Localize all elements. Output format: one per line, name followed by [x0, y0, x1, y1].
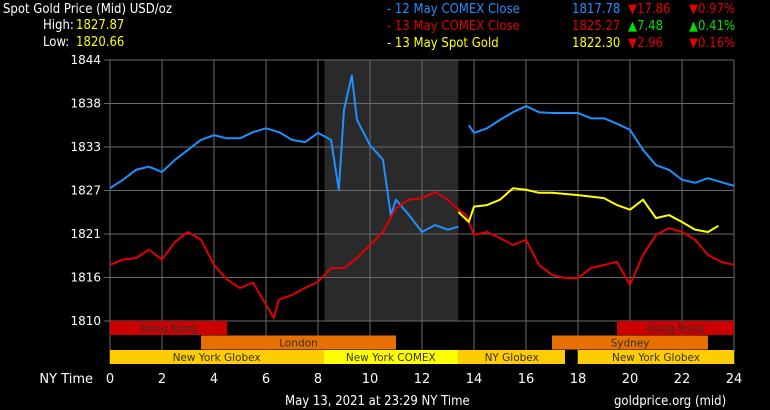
- session-label: Sydney: [611, 338, 650, 350]
- session-bar: [201, 335, 396, 350]
- legend-change: ▼2.96: [628, 36, 664, 51]
- y-tick-label: 1844: [70, 53, 101, 67]
- legend-price: 1825.27: [572, 19, 621, 34]
- session-label: Hong Kong: [647, 323, 704, 335]
- series-line: [457, 187, 719, 233]
- series-line: [109, 74, 459, 233]
- y-tick-label: 1827: [70, 184, 101, 198]
- session-label: New York Globex: [612, 352, 700, 364]
- x-tick-label: 22: [674, 372, 691, 387]
- session-bar: [552, 335, 708, 350]
- y-tick-label: 1838: [70, 97, 101, 111]
- legend-percent: ▼0.16%: [689, 36, 736, 51]
- x-tick-label: 16: [518, 372, 535, 387]
- session-bar: [458, 350, 565, 364]
- x-tick-label: 8: [314, 372, 322, 387]
- x-tick-label: 12: [414, 372, 431, 387]
- timestamp: May 13, 2021 at 23:29 NY Time: [285, 394, 470, 409]
- legend-price: 1817.78: [572, 2, 621, 17]
- session-label: NY Globex: [485, 352, 539, 364]
- session-bar: [110, 321, 227, 335]
- y-tick-label: 1833: [70, 140, 101, 154]
- session-bar: [323, 350, 459, 364]
- legend-percent: ▼0.97%: [689, 2, 736, 17]
- session-bar: [110, 350, 324, 364]
- legend-change: ▼17.86: [628, 2, 671, 17]
- x-tick-label: 6: [262, 372, 270, 387]
- y-tick-label: 1810: [70, 314, 101, 328]
- x-tick-label: 0: [106, 372, 114, 387]
- x-tick-label: 14: [466, 372, 483, 387]
- session-label: New York COMEX: [346, 352, 436, 364]
- legend-change: ▲7.48: [628, 19, 664, 34]
- legend-label: - 13 May COMEX Close: [387, 19, 520, 34]
- low-label: Low:: [43, 35, 70, 50]
- x-tick-label: 2: [158, 372, 166, 387]
- session-label: London: [279, 338, 318, 350]
- high-label: High:: [43, 18, 74, 33]
- low-value: 1820.66: [76, 35, 125, 50]
- x-tick-label: 24: [726, 372, 743, 387]
- session-label: New York Globex: [173, 352, 261, 364]
- x-axis-label: NY Time: [39, 372, 93, 387]
- x-tick-label: 20: [622, 372, 639, 387]
- session-bar: [578, 350, 734, 364]
- session-label: Hong Kong: [140, 323, 197, 335]
- source: goldprice.org (mid): [614, 394, 727, 409]
- legend-price: 1822.30: [572, 36, 621, 51]
- legend-percent: ▲0.41%: [689, 19, 736, 34]
- y-tick-label: 1821: [70, 227, 101, 241]
- series-line: [109, 191, 735, 319]
- x-tick-label: 10: [362, 372, 379, 387]
- chart-title: Spot Gold Price (Mid) USD/oz: [3, 2, 172, 17]
- legend-label: - 13 May Spot Gold: [387, 36, 499, 51]
- x-tick-label: 18: [570, 372, 587, 387]
- series-line: [467, 105, 735, 187]
- high-value: 1827.87: [76, 18, 125, 33]
- session-bar: [617, 321, 734, 335]
- legend-label: - 12 May COMEX Close: [387, 2, 520, 17]
- y-tick-label: 1816: [70, 270, 101, 284]
- x-tick-label: 4: [210, 372, 218, 387]
